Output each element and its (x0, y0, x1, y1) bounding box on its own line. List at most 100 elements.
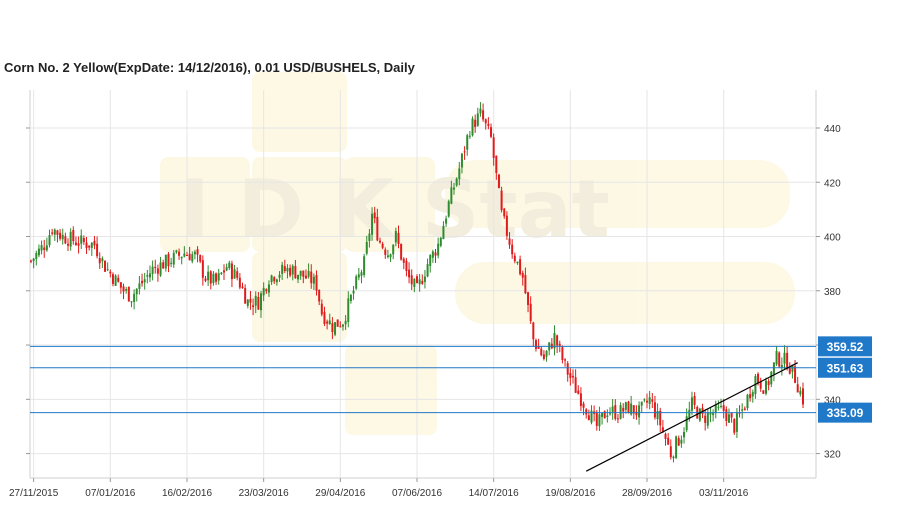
level-label: 359.52 (827, 340, 864, 354)
candle-body (207, 271, 210, 281)
candle-body (738, 412, 741, 414)
candle-body (788, 367, 791, 374)
candle-body (561, 347, 564, 360)
candle-body (487, 123, 490, 126)
x-tick-label: 28/09/2016 (622, 488, 672, 499)
candle-body (764, 380, 767, 394)
candle-body (632, 405, 635, 414)
candle-body (386, 255, 389, 258)
candle-body (767, 381, 770, 386)
candle-body (32, 258, 35, 262)
candle-body (482, 110, 485, 120)
trendline (585, 362, 798, 472)
candle-body (537, 346, 540, 349)
x-tick-label: 07/06/2016 (392, 488, 442, 499)
candle-body (458, 168, 461, 180)
candle-body (40, 245, 43, 251)
candle-body (534, 340, 537, 349)
candle-body (376, 216, 379, 241)
candle-body (751, 392, 754, 397)
candle-body (302, 270, 305, 277)
candle-body (244, 288, 247, 304)
candle-body (453, 187, 456, 190)
candle-body (778, 352, 781, 367)
candle-body (733, 419, 736, 433)
candle-body (88, 245, 91, 248)
candle-body (698, 408, 701, 421)
candle-body (616, 418, 619, 420)
candle-body (98, 258, 101, 264)
candle-body (339, 326, 342, 328)
candle-body (45, 245, 48, 251)
candle-body (532, 322, 535, 340)
candle-body (746, 394, 749, 409)
candle-body (410, 275, 413, 285)
candle-body (413, 278, 416, 288)
candle-body (228, 262, 231, 269)
candle-body (114, 275, 117, 286)
candle-body (521, 272, 524, 278)
candle-body (246, 299, 249, 306)
candle-body (252, 305, 255, 308)
candle-body (471, 118, 474, 136)
candle-body (418, 279, 421, 285)
candle-body (706, 412, 709, 426)
candle-body (447, 201, 450, 217)
candle-body (468, 135, 471, 137)
candle-body (355, 276, 358, 289)
x-tick-label: 19/08/2016 (545, 488, 595, 499)
candle-body (614, 405, 617, 419)
horizontal-levels: 359.52 351.63 335.09 (30, 336, 872, 423)
candle-body (320, 303, 323, 315)
candle-body (225, 267, 228, 271)
candle-body (133, 293, 136, 302)
candle-body (378, 240, 381, 243)
candle-body (257, 296, 260, 310)
candle-body (90, 242, 93, 248)
candle-body (693, 396, 696, 405)
candle-body (505, 215, 508, 236)
candle-body (624, 402, 627, 410)
candle-body (59, 232, 62, 239)
candle-body (582, 403, 585, 408)
candle-body (201, 260, 204, 278)
x-axis: 27/11/2015 07/01/2016 16/02/2016 23/03/2016… (9, 478, 749, 499)
candle-body (64, 236, 67, 244)
candle-body (725, 409, 728, 422)
y-axis: 320 340 380 400 420 440 (26, 124, 841, 461)
candle-body (437, 243, 440, 256)
candle-body (463, 151, 466, 153)
y-tick-label: 420 (824, 178, 841, 189)
candle-body (466, 135, 469, 150)
candle-body (170, 262, 173, 264)
candle-body (51, 232, 54, 234)
candle-body (146, 275, 149, 277)
candle-body (690, 397, 693, 411)
candle-body (323, 311, 326, 324)
candle-body (648, 397, 651, 404)
candle-body (185, 255, 188, 257)
candle-body (571, 375, 574, 378)
candle-body (672, 456, 675, 459)
candle-body (611, 406, 614, 412)
x-tick-label: 27/11/2015 (9, 488, 59, 499)
candle-body (35, 252, 38, 260)
candle-body (254, 295, 257, 306)
candle-body (294, 266, 297, 279)
candle-body (72, 229, 75, 242)
candle-body (757, 373, 760, 384)
candle-body (802, 388, 804, 405)
candle-body (704, 415, 707, 423)
x-tick-label: 07/01/2016 (85, 488, 135, 499)
candle-body (283, 266, 286, 272)
y-tick-label: 400 (824, 233, 841, 244)
candle-body (236, 271, 239, 278)
candle-body (606, 415, 609, 417)
candle-body (529, 303, 532, 322)
candle-body (772, 362, 775, 375)
candle-body (426, 264, 429, 277)
candle-body (357, 274, 360, 278)
candle-body (299, 270, 302, 276)
candle-body (558, 343, 561, 346)
